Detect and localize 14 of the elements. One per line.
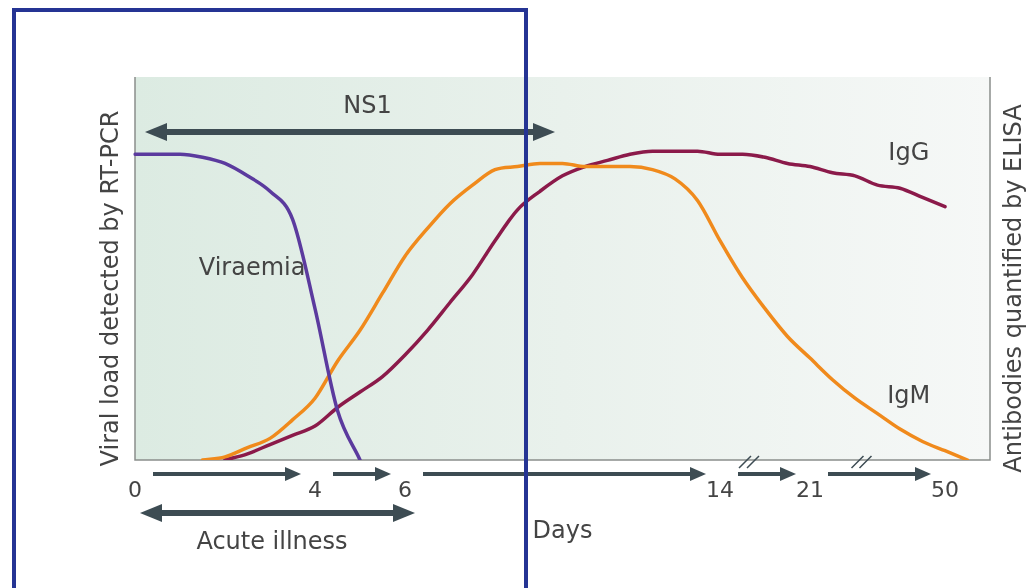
y-axis-title: Viral load detected by RT-PCR [96,110,125,467]
series-label: Viraemia [198,252,306,281]
x-tick-label: 14 [706,476,734,502]
y2-axis-title: Antibodies quantified by ELISA [999,103,1028,473]
x-tick-label: 4 [308,476,322,502]
x-tick-label: 21 [796,476,824,502]
x-tick-label: 0 [128,476,142,502]
text: Acute illness [196,527,348,556]
x-axis-title: Days [532,515,593,544]
series-label: IgG [888,137,930,166]
x-tick-label: 6 [398,476,412,502]
series-label: IgM [887,381,931,410]
x-tick-label: 50 [931,476,959,502]
text: NS1 [343,91,392,120]
